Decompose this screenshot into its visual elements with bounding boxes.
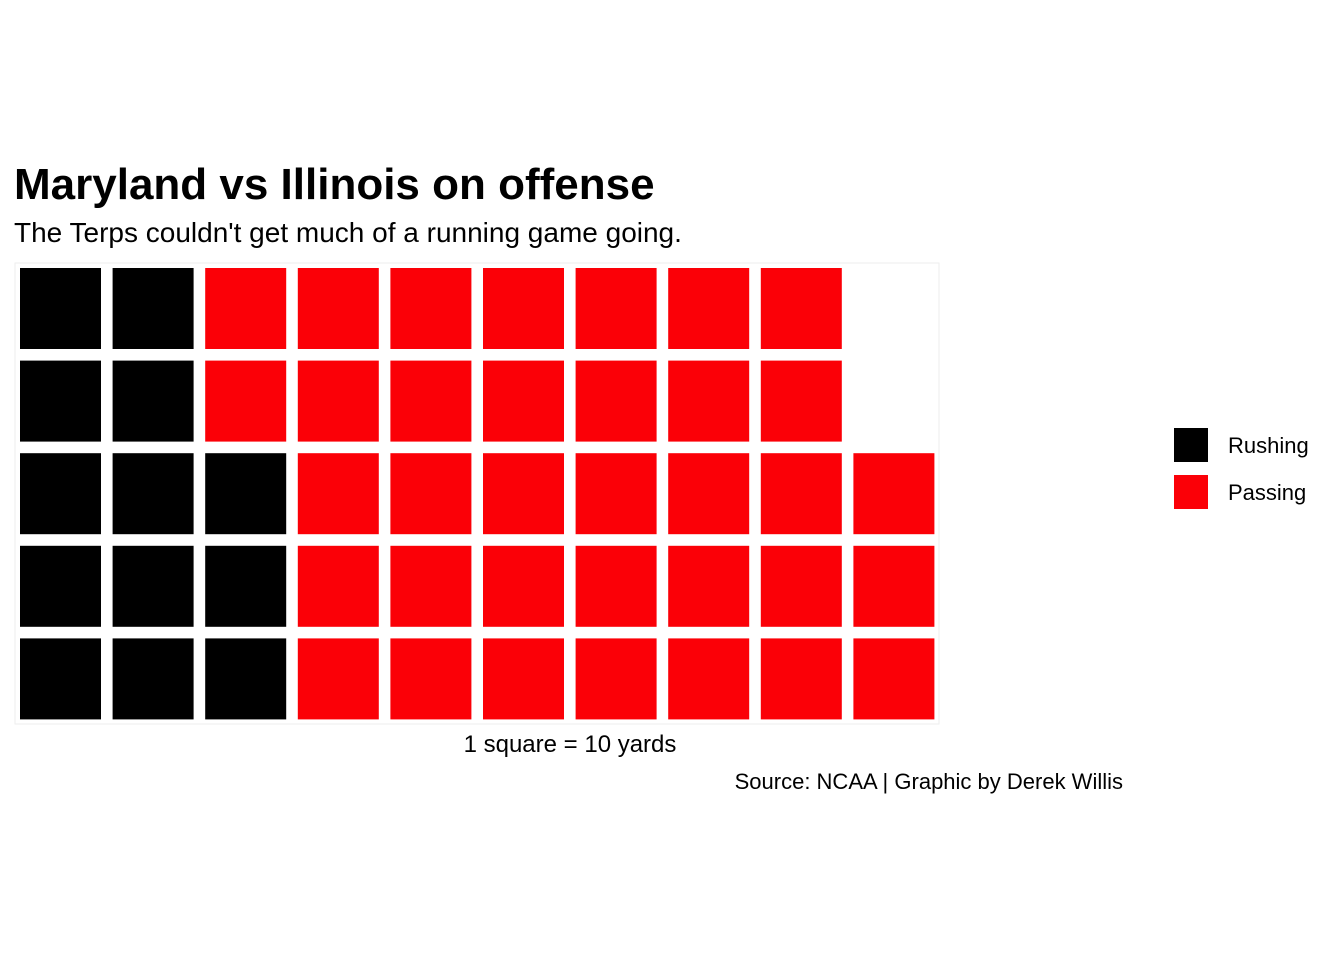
waffle-square-passing: [390, 268, 472, 349]
waffle-square-passing: [575, 638, 657, 720]
waffle-square-rushing: [112, 453, 194, 535]
waffle-square-passing: [390, 453, 472, 535]
waffle-square-passing: [205, 360, 287, 442]
waffle-square-rushing: [20, 453, 101, 535]
waffle-square-rushing: [205, 453, 287, 535]
waffle-square-passing: [575, 268, 657, 349]
waffle-square-passing: [668, 360, 750, 442]
waffle-square-passing: [390, 545, 472, 627]
waffle-square-passing: [760, 638, 842, 720]
waffle-square-passing: [483, 545, 564, 627]
waffle-square-passing: [668, 268, 750, 349]
waffle-square-passing: [483, 638, 564, 720]
waffle-square-passing: [575, 545, 657, 627]
waffle-square-passing: [297, 545, 379, 627]
waffle-square-passing: [575, 453, 657, 535]
waffle-square-passing: [390, 360, 472, 442]
waffle-square-passing: [483, 453, 564, 535]
waffle-square-passing: [297, 453, 379, 535]
waffle-square-passing: [483, 360, 564, 442]
waffle-square-rushing: [112, 268, 194, 349]
waffle-square-passing: [668, 545, 750, 627]
waffle-square-passing: [668, 638, 750, 720]
legend-label-rushing: Rushing: [1228, 433, 1309, 458]
legend-label-passing: Passing: [1228, 480, 1306, 505]
waffle-square-passing: [760, 545, 842, 627]
waffle-square-rushing: [112, 638, 194, 720]
waffle-square-passing: [760, 360, 842, 442]
waffle-square-passing: [668, 453, 750, 535]
waffle-square-passing: [297, 638, 379, 720]
waffle-square-rushing: [20, 360, 101, 442]
waffle-square-passing: [390, 638, 472, 720]
waffle-square-passing: [760, 453, 842, 535]
legend: Rushing Passing: [1174, 428, 1309, 509]
chart-title: Maryland vs Illinois on offense: [14, 160, 655, 209]
waffle-square-rushing: [112, 360, 194, 442]
waffle-square-rushing: [20, 545, 101, 627]
waffle-square-rushing: [20, 268, 101, 349]
chart-subtitle: The Terps couldn't get much of a running…: [14, 217, 682, 248]
waffle-square-rushing: [20, 638, 101, 720]
waffle-square-rushing: [205, 638, 287, 720]
plot-panel-border: [14, 262, 940, 725]
legend-key-passing: [1174, 475, 1208, 509]
waffle-squares: [20, 268, 935, 720]
waffle-square-passing: [760, 268, 842, 349]
chart-caption: Source: NCAA | Graphic by Derek Willis: [735, 769, 1123, 794]
waffle-square-passing: [853, 638, 935, 720]
legend-key-rushing: [1174, 428, 1208, 462]
waffle-square-passing: [297, 360, 379, 442]
waffle-square-passing: [575, 360, 657, 442]
waffle-square-passing: [205, 268, 287, 349]
waffle-square-passing: [483, 268, 564, 349]
waffle-square-passing: [853, 545, 935, 627]
waffle-square-passing: [297, 268, 379, 349]
waffle-square-rushing: [205, 545, 287, 627]
waffle-square-passing: [853, 453, 935, 535]
x-axis-label: 1 square = 10 yards: [464, 731, 677, 758]
waffle-square-rushing: [112, 545, 194, 627]
